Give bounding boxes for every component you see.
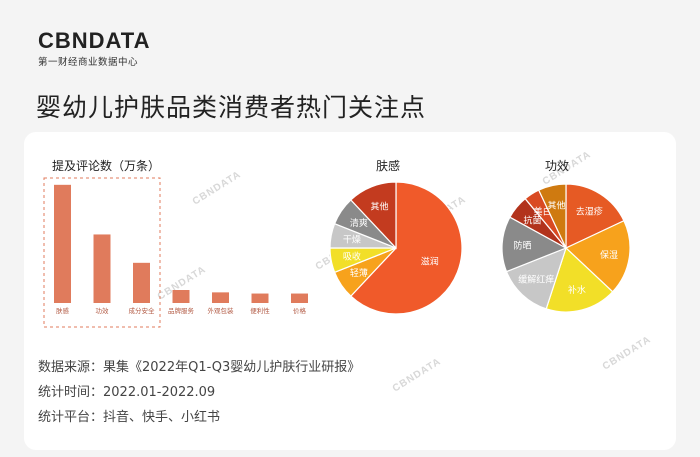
pie2-slice-2 — [545, 246, 614, 313]
logo-subtitle: 第一财经商业数据中心 — [38, 57, 139, 68]
bar-label-3: 品牌服务 — [168, 306, 195, 315]
bar-3 — [172, 290, 190, 303]
pie2-label-1: 保湿 — [600, 249, 618, 261]
bar-label-6: 价格 — [293, 306, 307, 315]
pie1-label-3: 干燥 — [343, 235, 361, 246]
footer-platforms: 统计平台：抖音、快手、小红书 — [38, 410, 221, 425]
pie1-label-0: 滋润 — [421, 255, 439, 267]
page-title: 婴幼儿护肤品类消费者热门关注点 — [36, 93, 427, 122]
pie1-label-2: 吸收 — [343, 250, 361, 262]
bar-label-0: 肤感 — [56, 306, 70, 315]
pie-fugan-title: 肤感 — [376, 159, 401, 173]
pie2-slice-0 — [565, 183, 625, 249]
bar-4 — [212, 292, 229, 303]
pie1-slice-0 — [349, 181, 463, 315]
bar-label-1: 功效 — [96, 306, 110, 315]
bar-label-5: 便利性 — [250, 306, 270, 315]
footer-source: 数据来源：果集《2022年Q1-Q3婴幼儿护肤行业研报》 — [38, 360, 361, 375]
bar-label-4: 外观包装 — [208, 306, 235, 315]
footer-period: 统计时间：2022.01-2022.09 — [38, 385, 216, 400]
bar-label-2: 成分安全 — [129, 306, 156, 315]
pie2-slice-4 — [501, 216, 568, 273]
bar-5 — [251, 293, 269, 303]
pie2-label-5: 抗菌 — [523, 214, 541, 226]
pie2-label-3: 缓解红痒 — [518, 274, 554, 286]
pie2-slice-3 — [505, 246, 567, 310]
bar-6 — [291, 293, 308, 303]
pie2-slice-7 — [537, 183, 567, 249]
pie1-label-1: 轻薄 — [350, 267, 368, 279]
pie2-slice-1 — [564, 219, 631, 293]
bar-2 — [133, 262, 150, 303]
pie2-label-4: 防晒 — [514, 239, 532, 251]
brand-logo: CBNDATA 第一财经商业数据中心 — [38, 28, 151, 69]
pie1-slice-5 — [349, 181, 397, 250]
pie-gongxiao-title: 功效 — [545, 159, 570, 173]
watermark-text: CBNDATA — [391, 356, 443, 394]
bar-chart-title: 提及评论数（万条） — [52, 159, 161, 173]
watermark-text: CBNDATA — [191, 169, 243, 207]
pie1-label-5: 其他 — [370, 200, 388, 212]
pie2-label-0: 去湿疹 — [576, 205, 603, 217]
bar-1 — [93, 234, 111, 303]
logo-text: CBNDATA — [38, 28, 151, 53]
watermark-text: CBNDATA — [601, 334, 653, 372]
pie2-label-7: 其他 — [547, 200, 565, 212]
bar-0 — [54, 184, 71, 303]
pie2-label-2: 补水 — [568, 284, 586, 296]
pie1-label-4: 清爽 — [350, 217, 368, 229]
